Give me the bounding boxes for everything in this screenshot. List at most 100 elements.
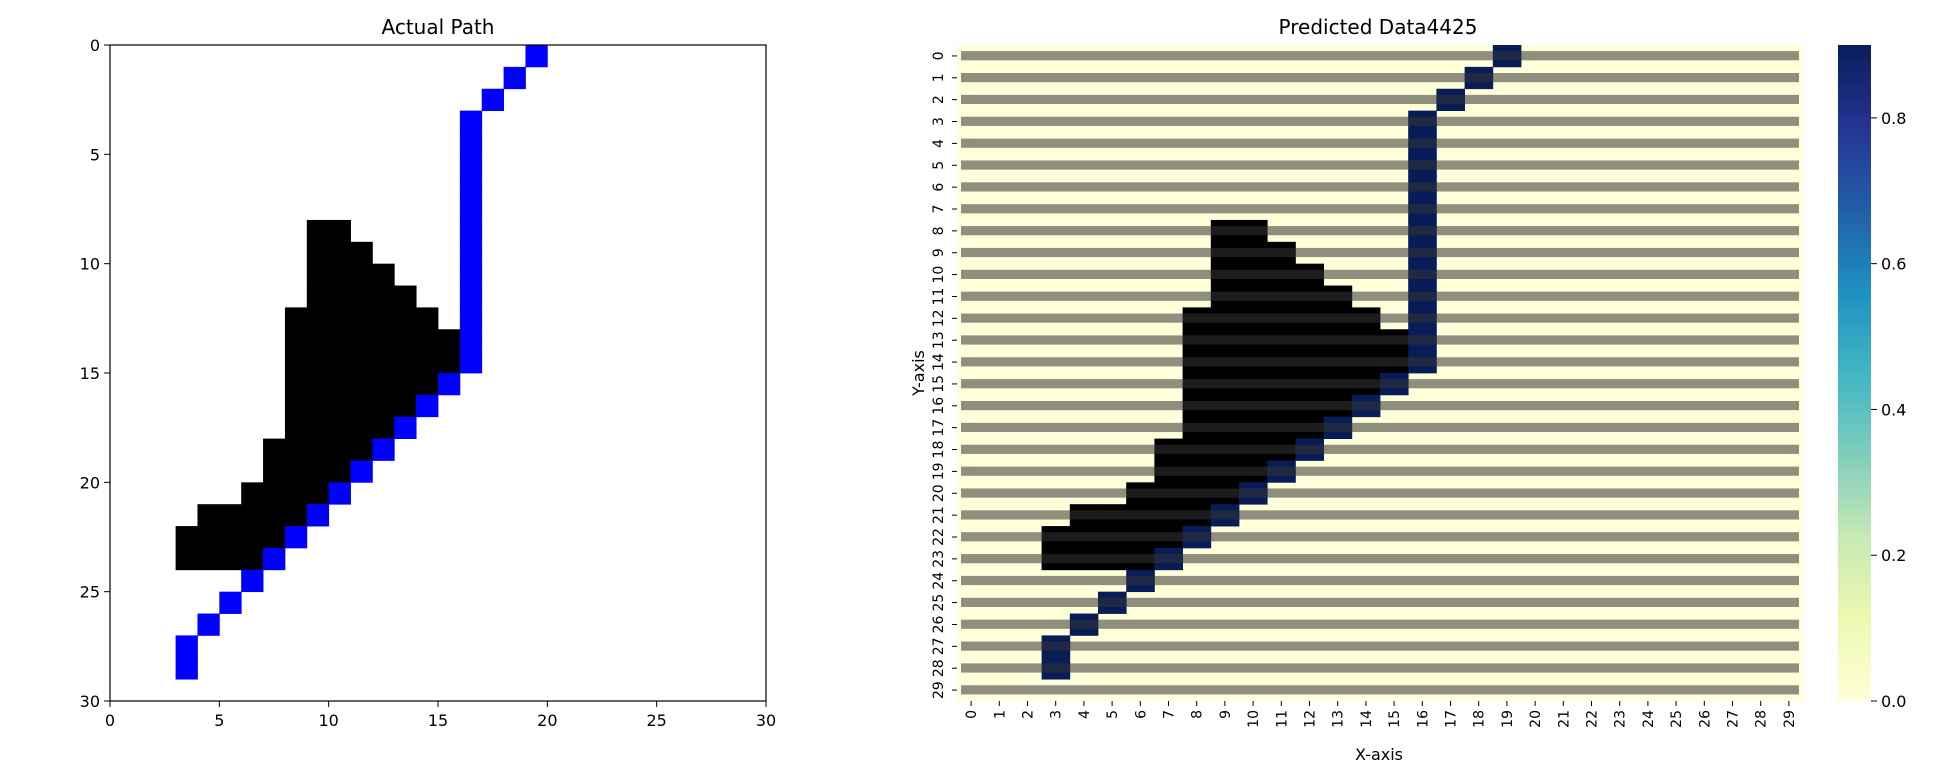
cell-annotation-row <box>961 532 1799 542</box>
obstacle-cell <box>175 547 198 571</box>
heatmap-y-tick-label: 15 <box>931 375 947 393</box>
obstacle-cell <box>328 241 351 265</box>
path-cell <box>438 373 461 396</box>
obstacle-cell <box>197 547 220 571</box>
heatmap-y-tick-label: 0 <box>931 51 947 60</box>
heatmap-x-tick-label: 10 <box>1246 710 1262 728</box>
obstacle-cell <box>350 373 373 396</box>
obstacle-cell <box>263 460 286 483</box>
heatmap-y-tick-label: 29 <box>931 681 947 699</box>
heatmap-x-tick-label: 25 <box>1669 710 1685 728</box>
obstacle-cell <box>350 394 373 418</box>
obstacle-cell <box>328 416 351 439</box>
cell-annotation-row <box>961 204 1799 214</box>
path-cell <box>459 110 483 133</box>
obstacle-cell <box>328 460 351 483</box>
cell-annotation-row <box>961 160 1799 170</box>
heatmap-y-tick-label: 10 <box>931 266 947 284</box>
colorbar: 0.0 0.2 0.4 0.6 0.8 <box>1838 45 1906 711</box>
heatmap-y-tick-label: 18 <box>931 441 947 459</box>
heatmap-y-tick-label: 23 <box>931 550 947 568</box>
heatmap-y-tick-label: 11 <box>931 288 947 306</box>
colorbar-gradient <box>1838 45 1871 701</box>
obstacle-cell <box>328 285 351 308</box>
heatmap-x-tick-label: 28 <box>1754 710 1770 728</box>
obstacle-cell <box>372 307 395 330</box>
y-tick-label: 15 <box>80 364 100 383</box>
obstacle-cell <box>372 285 395 308</box>
obstacle-cell <box>306 373 330 396</box>
obstacle-cell <box>284 504 308 527</box>
path-cell <box>525 45 548 68</box>
obstacle-cell <box>241 482 264 505</box>
obstacle-cell <box>394 285 417 308</box>
cell-annotation-row <box>961 226 1799 236</box>
heatmap-x-tick-label: 0 <box>964 710 980 719</box>
heatmap-y-tick-label: 16 <box>931 397 947 415</box>
obstacle-cell <box>284 416 308 439</box>
obstacle-cell <box>306 241 330 265</box>
obstacle-cell <box>306 416 330 439</box>
obstacle-cell <box>372 373 395 396</box>
cell-annotation-row <box>961 379 1799 389</box>
obstacle-cell <box>284 329 308 352</box>
path-cell <box>175 657 198 680</box>
path-cell <box>197 613 220 636</box>
obstacle-cell <box>372 329 395 352</box>
heatmap-y-tick-label: 13 <box>931 331 947 349</box>
obstacle-cell <box>372 394 395 418</box>
path-cell <box>459 219 483 243</box>
obstacle-cell <box>328 329 351 352</box>
obstacle-cell <box>306 329 330 352</box>
cell-annotation-row <box>961 663 1799 673</box>
heatmap-y-tick-label: 20 <box>931 484 947 502</box>
obstacle-cell <box>394 329 417 352</box>
obstacle-cell <box>372 416 395 439</box>
heatmap-x-tick-label: 3 <box>1049 710 1065 719</box>
heatmap-y-tick-label: 5 <box>931 161 947 170</box>
y-tick-label: 10 <box>80 255 100 274</box>
path-cell <box>328 482 351 505</box>
colorbar-tick-label: 0.8 <box>1881 109 1906 128</box>
cell-annotation-row <box>961 357 1799 367</box>
cell-annotation-row <box>961 554 1799 564</box>
obstacle-cell <box>350 263 373 286</box>
obstacle-cell <box>241 504 264 527</box>
cell-annotation-row <box>961 182 1799 192</box>
cell-annotation-row <box>961 422 1799 433</box>
obstacle-cell <box>219 504 242 527</box>
heatmap-x-tick-label: 5 <box>1105 710 1121 719</box>
cell-annotation-row <box>961 444 1799 454</box>
cell-annotation-row <box>961 335 1799 345</box>
obstacle-cell <box>284 373 308 396</box>
path-cell <box>394 416 417 439</box>
obstacle-cell <box>197 526 220 549</box>
actual-path-title: Actual Path <box>382 15 495 39</box>
actual-path-y-ticks: 0 5 10 15 20 25 30 <box>80 36 110 711</box>
obstacle-cell <box>306 482 330 505</box>
predicted-panel: Predicted Data4425 0 1 2 3 4 5 6 7 8 9 10 11 12 13 14 1… <box>909 15 1803 764</box>
y-tick-label: 0 <box>90 36 100 55</box>
heatmap-y-tick-label: 21 <box>931 506 947 524</box>
heatmap-x-tick-label: 26 <box>1697 710 1713 728</box>
cell-annotation-row <box>961 138 1799 148</box>
obstacle-cell <box>328 438 351 461</box>
x-tick-label: 0 <box>105 711 115 730</box>
colorbar-tick-label: 0.4 <box>1881 400 1906 419</box>
heatmap-y-tick-label: 27 <box>931 637 947 655</box>
colorbar-tick-label: 0.2 <box>1881 546 1906 565</box>
heatmap-x-tick-label: 24 <box>1641 710 1657 728</box>
path-cell <box>503 66 526 90</box>
path-cell <box>416 394 439 418</box>
obstacle-cell <box>284 307 308 330</box>
obstacle-cell <box>328 263 351 286</box>
path-cell <box>459 285 483 308</box>
heatmap-x-tick-label: 29 <box>1782 710 1798 728</box>
obstacle-cell <box>219 526 242 549</box>
obstacle-cell <box>328 394 351 418</box>
obstacle-cell <box>219 547 242 571</box>
obstacle-cell <box>372 263 395 286</box>
y-tick-label: 25 <box>80 583 100 602</box>
path-cell <box>372 438 395 461</box>
actual-path-panel: Actual Path 0 5 10 15 20 25 30 0 5 10 15 20 25 30 <box>80 15 777 730</box>
